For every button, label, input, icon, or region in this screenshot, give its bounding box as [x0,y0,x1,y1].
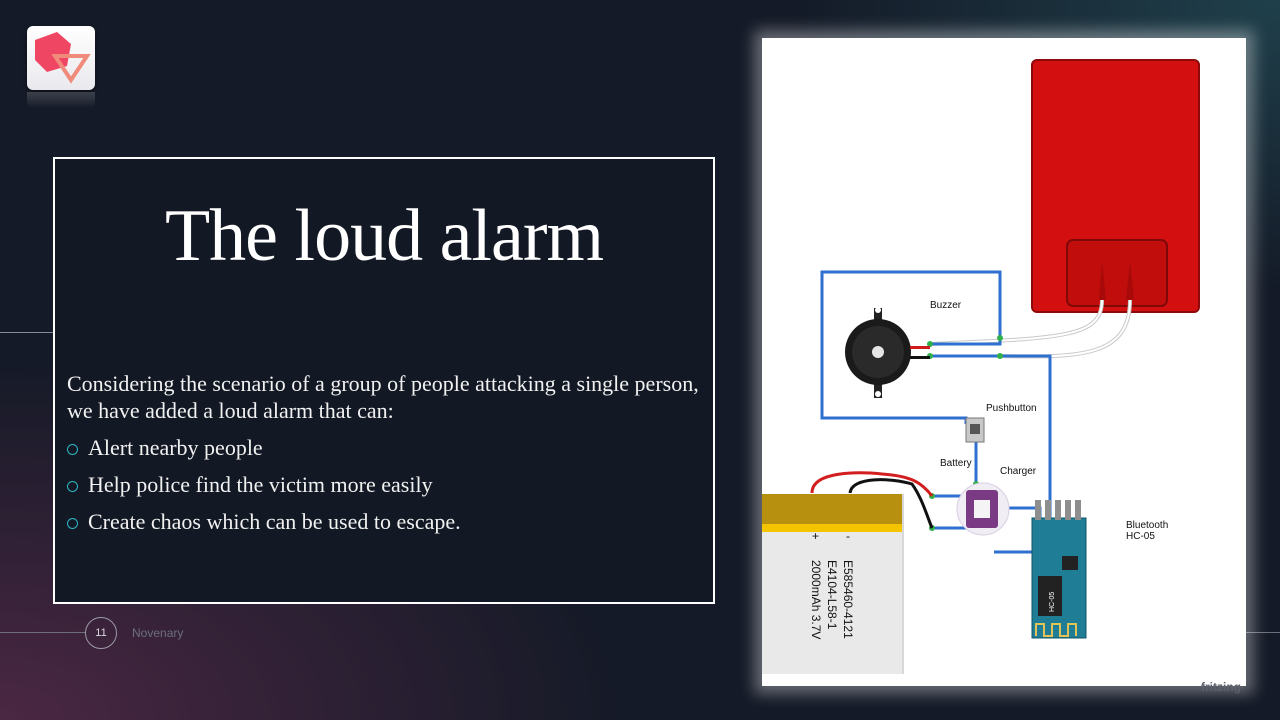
footer-line [0,632,86,633]
circuit-diagram: Buzzer Pushbutton - + E585460-4121 E4104… [762,38,1246,686]
footer-brand: Novenary [132,626,184,640]
slide-title: The loud alarm [164,195,604,277]
circuit-diagram-svg: Buzzer Pushbutton - + E585460-4121 E4104… [762,59,1200,674]
bullet-text: Alert nearby people [88,435,263,460]
bullet-circle-icon [67,517,78,529]
battery-minus: - [846,529,850,543]
content-box: The loud alarm [53,157,715,604]
battery-plus: + [812,529,819,543]
bullet-item: Help police find the victim more easily [67,471,461,498]
bullet-circle-icon [67,443,78,455]
battery-spec-1: E585460-4121 [841,560,855,639]
charger [956,482,1010,536]
bullet-list: Alert nearby people Help police find the… [67,434,461,545]
battery [762,494,904,674]
buzzer-label: Buzzer [930,300,962,311]
bluetooth-label-1: Bluetooth [1126,520,1168,531]
intro-text: Considering the scenario of a group of p… [67,371,699,423]
logo-mark-icon [35,32,91,84]
bullet-text: Create chaos which can be used to escape… [88,509,461,534]
logo [27,26,95,90]
bullet-item: Create chaos which can be used to escape… [67,508,461,535]
bluetooth-module [1031,500,1087,639]
battery-spec-2: E4104-L58-1 [825,560,839,630]
red-module-connector [1066,239,1168,307]
pushbutton [965,417,985,443]
bullet-text: Help police find the victim more easily [88,472,433,497]
bullet-circle-icon [67,480,78,492]
footer-line [1240,632,1280,633]
pushbutton-label: Pushbutton [986,403,1037,414]
logo-reflection [27,92,95,108]
battery-label: Battery [940,458,972,469]
module-text: HC-05 [1049,592,1056,612]
fritzing-watermark: fritzing [1201,680,1241,694]
buzzer [845,307,930,398]
bullet-item: Alert nearby people [67,434,461,461]
charger-label: Charger [1000,466,1037,477]
bluetooth-label-2: HC-05 [1126,531,1155,542]
page-number: 11 [85,617,117,649]
battery-spec-3: 2000mAh 3.7V [809,560,823,639]
